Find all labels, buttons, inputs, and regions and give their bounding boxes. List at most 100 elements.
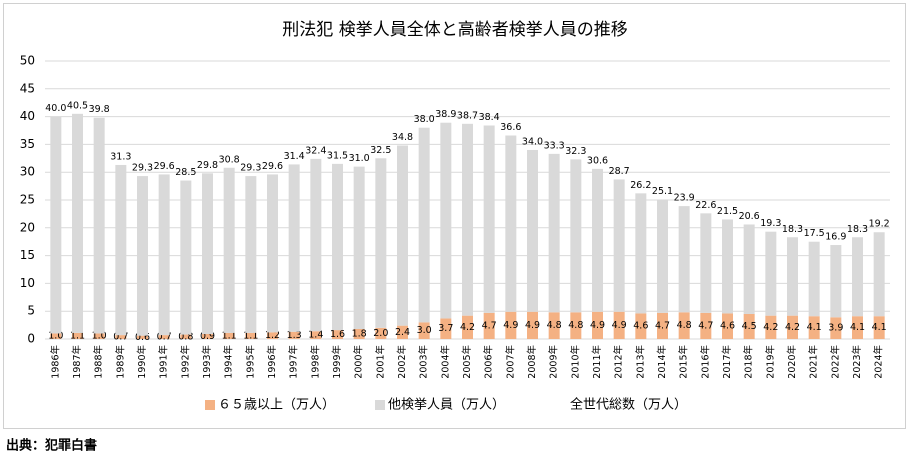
data-label: 4.6 [633, 321, 648, 332]
bar-segment [115, 335, 127, 339]
data-label: 4.9 [612, 320, 627, 331]
bar-segment [375, 327, 387, 339]
total-label: 30.6 [587, 155, 608, 166]
bar-segment [743, 224, 755, 314]
data-label: 4.8 [547, 320, 562, 331]
chart-title: 刑法犯 検挙人員全体と高齢者検挙人員の推移 [282, 20, 627, 40]
bar-segment [180, 334, 192, 339]
total-label: 28.5 [175, 167, 196, 178]
bar-segment [288, 331, 300, 339]
total-label: 39.8 [89, 104, 110, 115]
data-label: 4.8 [677, 320, 692, 331]
bar-segment [722, 313, 733, 339]
total-label: 31.5 [327, 150, 348, 161]
x-tick-label: 2013年 [634, 345, 646, 379]
total-label: 38.7 [457, 110, 478, 121]
bar-segment [418, 322, 430, 339]
total-label: 25.1 [652, 186, 673, 197]
bar-segment [657, 199, 668, 313]
data-label: 0.8 [178, 331, 193, 342]
bar-segment [635, 313, 647, 339]
x-tick-label: 2004年 [439, 345, 451, 379]
x-tick-label: 2001年 [374, 345, 386, 379]
data-label: 4.9 [590, 320, 605, 331]
total-label: 32.5 [370, 145, 391, 156]
x-tick-label: 2011年 [591, 345, 603, 379]
legend-swatch [205, 400, 215, 410]
data-label: 1.0 [92, 331, 107, 342]
bar-segment [375, 158, 387, 328]
bar-segment [397, 325, 408, 339]
x-tick-label: 2014年 [656, 345, 668, 379]
bar-segment [873, 232, 885, 317]
data-label: 0.7 [113, 332, 128, 343]
bar-segment [137, 176, 148, 336]
bar-segment [462, 315, 473, 339]
bar-segment [418, 127, 430, 323]
total-label: 38.0 [414, 114, 435, 125]
bar-segment [808, 316, 820, 339]
x-tick-label: 2015年 [678, 345, 690, 379]
data-label: 4.9 [503, 320, 518, 331]
bar-segment [202, 173, 213, 334]
x-tick-label: 1997年 [288, 345, 300, 379]
data-label: 1.1 [243, 330, 258, 341]
data-label: 0.6 [135, 332, 150, 343]
data-label: 4.2 [785, 322, 800, 333]
bar-segment [613, 179, 625, 312]
bar-segment [137, 335, 148, 339]
data-label: 4.7 [482, 320, 497, 331]
y-tick-label: 25 [20, 193, 35, 207]
bar-segment [50, 116, 62, 334]
data-label: 1.0 [48, 331, 63, 342]
y-tick-label: 40 [20, 109, 35, 123]
total-label: 40.5 [67, 100, 88, 111]
x-tick-label: 1996年 [266, 345, 278, 379]
bar-segment [830, 317, 842, 339]
bar-segment [483, 312, 495, 339]
bar-segment [873, 316, 885, 339]
bar-segment [743, 313, 755, 339]
x-tick-label: 1988年 [93, 345, 105, 379]
total-label: 18.3 [782, 224, 803, 235]
data-label: 1.1 [222, 330, 237, 341]
legend-label: ６５歳以上（万人） [218, 398, 335, 413]
data-label: 4.6 [720, 321, 735, 332]
bar-segment [462, 123, 473, 316]
bar-segment [223, 332, 235, 339]
x-tick-label: 2021年 [808, 345, 820, 379]
bar-segment [223, 167, 235, 333]
total-label: 18.3 [847, 224, 868, 235]
source: 出典：犯罪白書 [6, 438, 97, 454]
bar-segment [592, 168, 603, 312]
y-tick-label: 0 [27, 332, 35, 346]
data-label: 4.5 [742, 321, 757, 332]
total-label: 32.4 [305, 145, 326, 156]
data-label: 0.7 [157, 332, 172, 343]
total-label: 38.9 [435, 109, 456, 120]
x-tick-label: 2002年 [396, 345, 408, 379]
bar-segment [72, 332, 83, 339]
total-label: 38.4 [479, 112, 500, 123]
x-tick-label: 1993年 [201, 345, 213, 379]
bar-segment [830, 245, 842, 318]
total-label: 17.5 [804, 228, 825, 239]
bar-segment [332, 163, 343, 331]
bar-segment [722, 219, 733, 314]
bar-segment [440, 122, 452, 319]
data-label: 4.7 [655, 320, 670, 331]
data-label: 4.7 [698, 320, 713, 331]
bar-segment [678, 312, 690, 339]
bar-segment [202, 333, 213, 339]
x-tick-label: 2016年 [699, 345, 711, 379]
data-label: 1.8 [352, 328, 367, 339]
x-tick-label: 1998年 [309, 345, 321, 379]
bar-segment [332, 330, 343, 339]
bar-segment [852, 316, 863, 339]
data-label: 4.9 [525, 320, 540, 331]
x-tick-label: 2003年 [418, 345, 430, 379]
x-tick-label: 1990年 [136, 345, 148, 379]
bar-segment [505, 311, 517, 339]
total-label: 22.6 [695, 200, 716, 211]
